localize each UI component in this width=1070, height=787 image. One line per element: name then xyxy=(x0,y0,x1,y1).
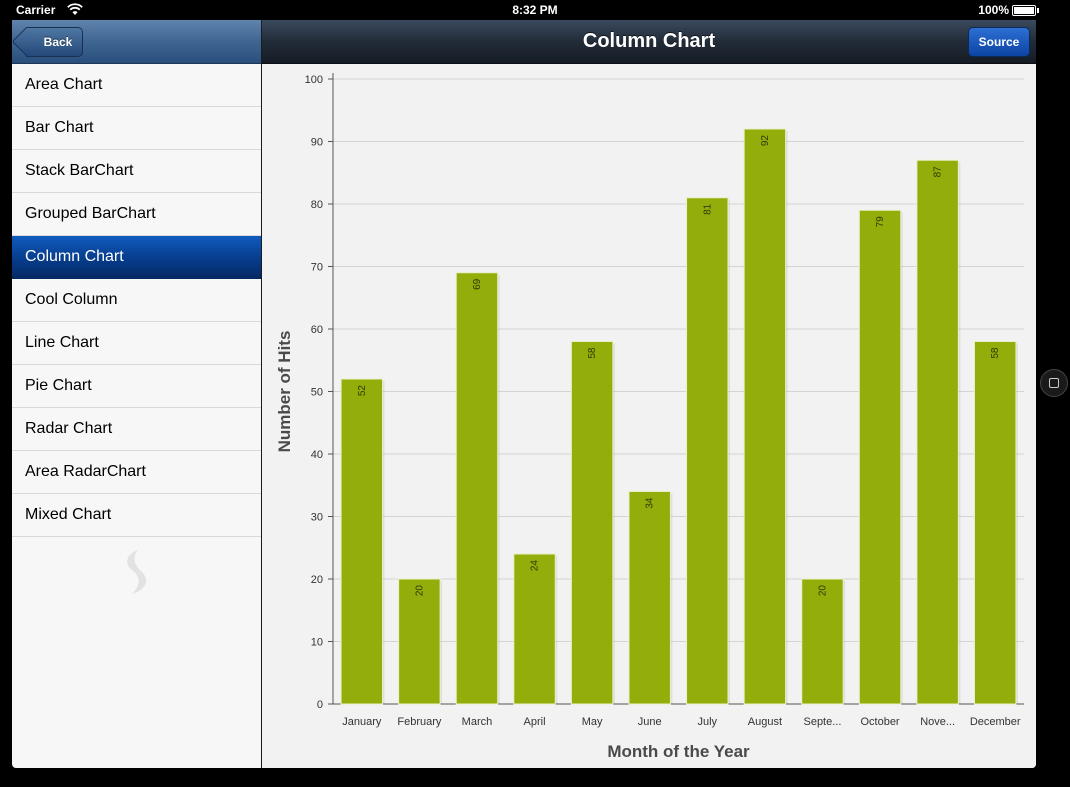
detail-nav-bar: Column Chart Source xyxy=(262,20,1036,64)
back-button[interactable]: Back xyxy=(26,27,83,57)
battery-percent: 100% xyxy=(978,3,1009,17)
x-tick-label: January xyxy=(342,716,382,728)
list-item-column-chart[interactable]: Column Chart xyxy=(12,236,261,279)
y-tick-label: 20 xyxy=(311,574,323,586)
side-handle-icon xyxy=(1040,369,1068,397)
y-tick-label: 50 xyxy=(311,387,323,399)
bar-value-label: 87 xyxy=(933,166,944,178)
bar-value-label: 92 xyxy=(760,135,771,147)
list-item-bar-chart[interactable]: Bar Chart xyxy=(12,107,261,150)
x-tick-label: Septe... xyxy=(803,716,841,728)
x-tick-label: July xyxy=(698,716,718,728)
x-axis-title: Month of the Year xyxy=(607,742,750,761)
bar-value-label: 34 xyxy=(645,497,656,509)
x-tick-label: May xyxy=(582,716,603,728)
x-tick-label: March xyxy=(462,716,493,728)
page-title: Column Chart xyxy=(582,30,716,52)
bar-value-label: 58 xyxy=(990,347,1001,359)
y-tick-label: 100 xyxy=(305,74,323,86)
x-tick-label: April xyxy=(524,716,546,728)
y-tick-label: 40 xyxy=(311,449,323,461)
bar xyxy=(973,341,1017,705)
list-item-line-chart[interactable]: Line Chart xyxy=(12,322,261,365)
list-item-stack-barchart[interactable]: Stack BarChart xyxy=(12,150,261,193)
bar xyxy=(570,341,614,705)
wifi-icon xyxy=(67,3,83,15)
bar-value-label: 81 xyxy=(702,203,713,215)
list-item-mixed-chart[interactable]: Mixed Chart xyxy=(12,494,261,537)
x-tick-label: June xyxy=(638,716,662,728)
y-tick-label: 60 xyxy=(311,324,323,336)
bar xyxy=(340,378,384,705)
x-tick-label: Nove... xyxy=(920,716,955,728)
column-chart: 0 10 20 30 40 50 60 70 80 90 100 52 January 20 Februar… xyxy=(275,73,1024,761)
bar xyxy=(686,197,729,705)
y-tick-label: 10 xyxy=(311,637,323,649)
back-button-label: Back xyxy=(43,35,73,49)
list-item-pie-chart[interactable]: Pie Chart xyxy=(12,365,261,408)
x-tick-label: October xyxy=(860,716,899,728)
x-tick-label: December xyxy=(970,716,1021,728)
master-nav-bar: Back xyxy=(12,20,261,64)
y-tick-label: 30 xyxy=(311,512,323,524)
bar xyxy=(628,491,671,705)
list-item-area-chart[interactable]: Area Chart xyxy=(12,64,261,107)
bar xyxy=(513,553,556,705)
bar xyxy=(743,128,787,705)
bar-value-label: 52 xyxy=(357,385,368,397)
logo-icon xyxy=(127,550,147,594)
list-item-area-radarchart[interactable]: Area RadarChart xyxy=(12,451,261,494)
bar-value-label: 69 xyxy=(472,278,483,290)
bar-value-label: 20 xyxy=(817,585,828,597)
bar-value-label: 20 xyxy=(414,585,425,597)
battery-icon xyxy=(1012,5,1039,16)
y-axis-title: Number of Hits xyxy=(275,331,294,453)
bar-value-label: 24 xyxy=(530,560,541,572)
bar xyxy=(801,578,844,705)
list-item-radar-chart[interactable]: Radar Chart xyxy=(12,408,261,451)
chart-area: 0 10 20 30 40 50 60 70 80 90 100 52 January 20 Februar… xyxy=(262,64,1036,768)
y-tick-label: 90 xyxy=(311,137,323,149)
y-tick-label: 80 xyxy=(311,199,323,211)
bar xyxy=(398,578,441,705)
status-time: 8:32 PM xyxy=(512,3,558,17)
split-divider xyxy=(261,20,262,768)
y-tick-label: 0 xyxy=(317,699,323,711)
y-tick-label: 70 xyxy=(311,262,323,274)
bar xyxy=(858,209,902,705)
carrier-label: Carrier xyxy=(16,3,56,17)
list-item-cool-column[interactable]: Cool Column xyxy=(12,279,261,322)
status-bar: Carrier 8:32 PM 100% xyxy=(0,0,1070,20)
split-view: Back Column Chart Source Area Chart Bar … xyxy=(12,20,1036,768)
bar-value-label: 58 xyxy=(587,347,598,359)
source-button[interactable]: Source xyxy=(968,27,1030,57)
x-tick-label: August xyxy=(748,716,782,728)
x-tick-label: February xyxy=(397,716,442,728)
list-item-grouped-barchart[interactable]: Grouped BarChart xyxy=(12,193,261,236)
bar xyxy=(916,159,959,705)
bar-value-label: 79 xyxy=(875,216,886,228)
bar xyxy=(455,272,499,705)
chart-type-list: Area Chart Bar Chart Stack BarChart Grou… xyxy=(12,64,261,537)
